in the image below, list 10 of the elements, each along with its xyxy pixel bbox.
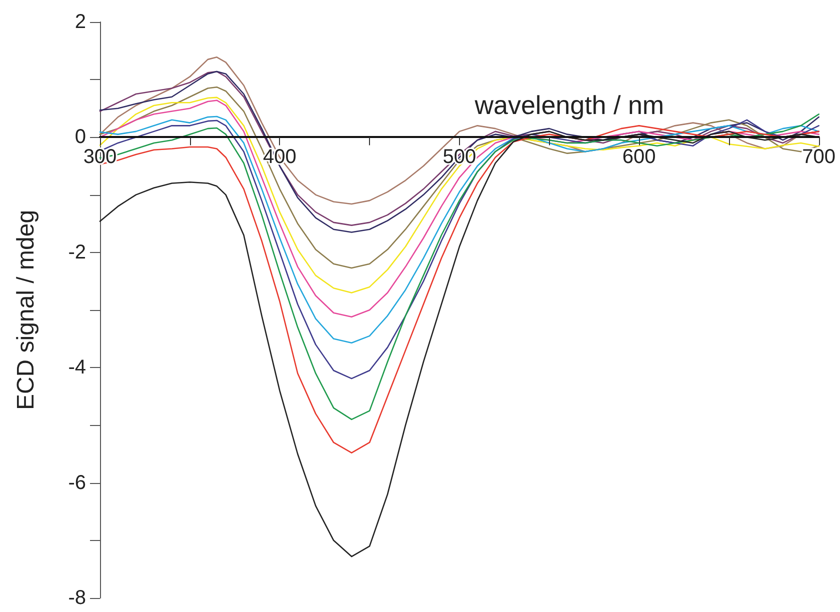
y-tick-label: -6 xyxy=(68,472,86,494)
y-tick-label: -4 xyxy=(68,356,86,379)
x-tick-label: 700 xyxy=(802,146,836,168)
y-tick-label: 2 xyxy=(74,11,86,33)
y-tick-label: 0 xyxy=(74,126,86,148)
x-axis-title: wavelength / nm xyxy=(474,90,664,120)
y-tick-label: -2 xyxy=(68,241,86,264)
x-tick-label: 600 xyxy=(622,146,656,168)
y-axis-title: ECD signal / mdeg xyxy=(12,210,40,410)
y-tick-label: -8 xyxy=(68,587,86,609)
